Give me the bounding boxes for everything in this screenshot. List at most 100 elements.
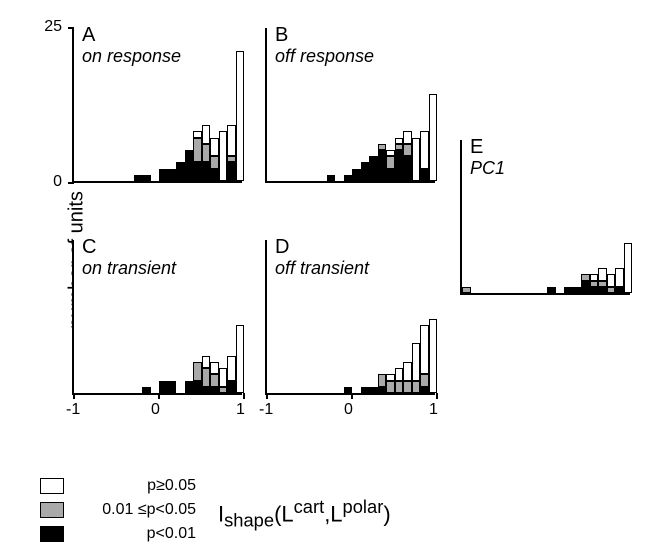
- panel-B: Boff response: [265, 28, 435, 183]
- legend: p≥0.05 0.01 ≤p<0.05 p<0.01: [40, 474, 196, 546]
- bar: [624, 243, 633, 293]
- panel-letter: A: [82, 24, 95, 47]
- bar-segment-gray: [210, 156, 219, 168]
- panel-letter: D: [275, 236, 289, 259]
- xtick-label: -1: [259, 401, 273, 419]
- bar: [168, 169, 177, 181]
- legend-row: p<0.01: [40, 522, 196, 546]
- bar-segment-white: [210, 138, 219, 157]
- xlabel-shape: shape: [224, 510, 274, 531]
- bar-segment-white: [202, 356, 211, 368]
- panel-letter: C: [82, 236, 96, 259]
- bar: [573, 287, 582, 293]
- bar: [429, 319, 438, 393]
- bar-segment-white: [219, 131, 228, 181]
- bar-segment-black: [420, 169, 429, 181]
- panel-title: on response: [82, 46, 181, 67]
- bar-segment-black: [420, 387, 429, 393]
- bar-segment-gray: [378, 374, 387, 386]
- panel-C: -101Con transient: [72, 240, 242, 395]
- panel-letter: B: [275, 24, 288, 47]
- bar-segment-white: [598, 268, 607, 280]
- bar-segment-white: [202, 125, 211, 144]
- bar: [420, 131, 429, 181]
- bar: [202, 125, 211, 181]
- bar: [395, 368, 404, 393]
- bar: [361, 387, 370, 393]
- bar-segment-gray: [210, 374, 219, 386]
- bar: [369, 387, 378, 393]
- bar: [219, 368, 228, 393]
- bar: [219, 131, 228, 181]
- bar: [210, 362, 219, 393]
- bar-segment-white: [607, 274, 616, 286]
- bar: [386, 150, 395, 181]
- bar-segment-black: [176, 162, 185, 181]
- bar-segment-white: [219, 368, 228, 387]
- bar: [403, 362, 412, 393]
- bar-segment-black: [168, 381, 177, 393]
- bar-segment-black: [386, 169, 395, 181]
- bar: [168, 381, 177, 393]
- xtick-label: 0: [151, 401, 160, 419]
- bar-segment-white: [429, 319, 438, 393]
- bar: [429, 94, 438, 181]
- xtick-label: 1: [236, 401, 245, 419]
- bar: [176, 162, 185, 181]
- bar-segment-gray: [403, 381, 412, 393]
- legend-row: 0.01 ≤p<0.05: [40, 498, 196, 522]
- xtick-mark: [243, 393, 245, 399]
- bar-segment-black: [327, 175, 336, 181]
- legend-row: p≥0.05: [40, 474, 196, 498]
- xtick-label: 1: [429, 401, 438, 419]
- xtick-label: 0: [344, 401, 353, 419]
- bar: [378, 144, 387, 181]
- bar-segment-white: [236, 325, 245, 393]
- bar-segment-gray: [202, 368, 211, 387]
- bar-segment-black: [185, 381, 194, 393]
- panel-title: on transient: [82, 258, 176, 279]
- legend-swatch-black: [40, 526, 64, 542]
- legend-swatch-gray: [40, 502, 64, 518]
- bar-segment-gray: [395, 381, 404, 393]
- xtick-mark: [73, 393, 75, 399]
- panel-title: off transient: [275, 258, 369, 279]
- panel-letter: E: [470, 136, 483, 159]
- bar-segment-black: [573, 287, 582, 293]
- bar: [327, 175, 336, 181]
- bar-segment-black: [598, 287, 607, 293]
- bar: [236, 325, 245, 393]
- bar-segment-black: [615, 287, 624, 293]
- bar: [420, 325, 429, 393]
- bar: [193, 362, 202, 393]
- bar-segment-gray: [219, 387, 228, 393]
- bar-segment-white: [615, 268, 624, 287]
- bar-segment-black: [193, 162, 202, 181]
- bar-segment-black: [590, 287, 599, 293]
- xlabel-cart: cart: [294, 496, 325, 517]
- x-axis-label: Ishape(Lcart,Lpolar): [218, 496, 391, 532]
- xlabel-polar: polar: [343, 496, 384, 517]
- bar: [210, 138, 219, 181]
- bar-segment-black: [378, 387, 387, 393]
- bar: [607, 274, 616, 293]
- panel-A: 025Aon response: [72, 28, 242, 183]
- bar: [386, 374, 395, 393]
- xtick-mark: [351, 393, 353, 399]
- bar: [361, 162, 370, 181]
- bar-segment-gray: [607, 287, 616, 293]
- bar: [202, 356, 211, 393]
- bar-segment-black: [142, 175, 151, 181]
- bar-segment-white: [624, 243, 633, 293]
- bar-segment-black: [564, 287, 573, 293]
- bar: [227, 125, 236, 181]
- bar: [598, 268, 607, 293]
- bar-segment-white: [227, 356, 236, 381]
- bar: [615, 268, 624, 293]
- bar-segment-black: [185, 150, 194, 181]
- bar-segment-black: [395, 150, 404, 181]
- bar-segment-black: [352, 169, 361, 181]
- bar: [134, 175, 143, 181]
- bar: [159, 381, 168, 393]
- bar: [590, 274, 599, 293]
